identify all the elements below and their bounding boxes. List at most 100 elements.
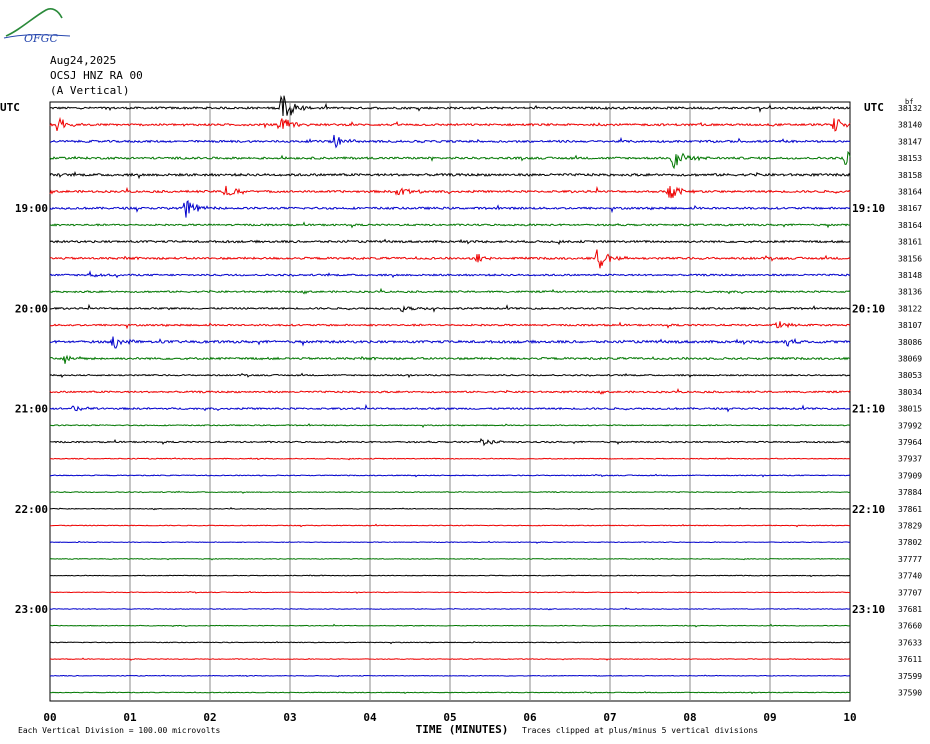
- trace-value-label: 37802: [898, 538, 922, 547]
- x-tick-label: 07: [603, 711, 616, 724]
- trace-7: [49, 221, 851, 229]
- trace-value-label: 38069: [898, 355, 922, 364]
- left-utc-header: UTC: [0, 101, 20, 114]
- trace-21: [49, 457, 851, 461]
- x-tick-label: 05: [443, 711, 456, 724]
- trace-value-label: 37992: [898, 421, 922, 430]
- right-column-header: bf: [905, 98, 913, 106]
- trace-30: [49, 607, 851, 611]
- trace-27: [49, 557, 850, 561]
- trace-24: [49, 506, 850, 511]
- trace-value-label: 37599: [898, 672, 922, 681]
- left-hour-label: 19:00: [15, 202, 48, 215]
- trace-value-label: 38156: [898, 254, 922, 263]
- recording-date: Aug24,2025: [50, 54, 117, 67]
- trace-10: [49, 270, 851, 279]
- trace-13: [49, 321, 851, 330]
- trace-5: [49, 185, 851, 199]
- trace-value-label: 38132: [898, 104, 922, 113]
- trace-26: [49, 540, 851, 544]
- station-channel: OCSJ HNZ RA 00: [50, 69, 143, 82]
- left-hour-label: 23:00: [15, 603, 48, 616]
- x-tick-label: 08: [683, 711, 696, 724]
- trace-value-label: 38122: [898, 304, 922, 313]
- trace-12: [49, 303, 851, 313]
- trace-value-label: 37861: [898, 505, 922, 514]
- right-hour-label: 22:10: [852, 503, 885, 516]
- trace-value-label: 37590: [898, 689, 922, 698]
- trace-0: [50, 95, 851, 117]
- trace-23: [49, 490, 851, 494]
- trace-value-label: 38167: [898, 204, 922, 213]
- component-label: (A Vertical): [50, 84, 130, 97]
- x-tick-label: 00: [43, 711, 56, 724]
- trace-value-label: 38164: [898, 221, 922, 230]
- trace-value-label: 37681: [898, 605, 922, 614]
- trace-28: [49, 574, 851, 578]
- trace-value-label: 38148: [898, 271, 922, 280]
- trace-value-label: 37829: [898, 522, 922, 531]
- trace-33: [49, 657, 851, 661]
- trace-value-label: 37964: [898, 438, 922, 447]
- right-hour-label: 20:10: [852, 302, 885, 315]
- trace-8: [49, 238, 851, 246]
- left-hour-label: 21:00: [15, 403, 48, 416]
- trace-29: [49, 590, 850, 594]
- trace-value-label: 38034: [898, 388, 922, 397]
- trace-14: [49, 336, 851, 349]
- trace-value-label: 38136: [898, 288, 922, 297]
- right-hour-label: 19:10: [852, 202, 885, 215]
- x-axis-title: TIME (MINUTES): [416, 723, 509, 736]
- right-hour-label: 23:10: [852, 603, 885, 616]
- x-tick-label: 06: [523, 711, 537, 724]
- trace-1: [49, 116, 851, 132]
- trace-value-label: 38158: [898, 171, 922, 180]
- trace-value-label: 37909: [898, 471, 922, 480]
- trace-value-label: 37777: [898, 555, 922, 564]
- trace-9: [49, 249, 851, 269]
- trace-34: [50, 674, 851, 678]
- trace-11: [49, 287, 851, 295]
- trace-6: [49, 199, 851, 218]
- left-hour-label: 20:00: [15, 302, 48, 315]
- trace-value-label: 38015: [898, 405, 922, 414]
- trace-value-label: 37740: [898, 572, 922, 581]
- trace-value-label: 37884: [898, 488, 922, 497]
- trace-value-label: 38140: [898, 121, 922, 130]
- trace-31: [49, 623, 851, 628]
- trace-15: [49, 354, 851, 364]
- trace-35: [50, 691, 851, 695]
- trace-value-label: 38153: [898, 154, 922, 163]
- footer-clip-note: Traces clipped at plus/minus 5 vertical …: [522, 726, 758, 735]
- trace-value-label: 38164: [898, 188, 922, 197]
- trace-22: [49, 473, 851, 478]
- observatory-logo: OFGC: [3, 8, 71, 44]
- x-tick-label: 10: [843, 711, 856, 724]
- trace-value-label: 38147: [898, 137, 922, 146]
- trace-value-label: 37937: [898, 455, 922, 464]
- right-hour-label: 21:10: [852, 403, 885, 416]
- trace-value-label: 37633: [898, 638, 922, 647]
- trace-value-label: 37660: [898, 622, 922, 631]
- trace-value-label: 38107: [898, 321, 922, 330]
- x-tick-label: 03: [283, 711, 296, 724]
- trace-value-label: 37707: [898, 588, 922, 597]
- footer-scale-note: Each Vertical Division = 100.00 microvol…: [18, 726, 220, 735]
- trace-3: [49, 150, 851, 170]
- trace-value-label: 38161: [898, 238, 922, 247]
- trace-18: [49, 403, 851, 413]
- trace-value-label: 37611: [898, 655, 922, 664]
- trace-19: [49, 423, 851, 428]
- trace-32: [49, 640, 851, 645]
- trace-4: [49, 170, 851, 180]
- logo-text: OFGC: [24, 32, 58, 44]
- trace-25: [49, 523, 851, 528]
- x-tick-label: 09: [763, 711, 776, 724]
- left-hour-label: 22:00: [15, 503, 48, 516]
- trace-value-label: 38086: [898, 338, 922, 347]
- right-utc-header: UTC: [864, 101, 884, 114]
- trace-value-label: 38053: [898, 371, 922, 380]
- trace-17: [49, 388, 851, 395]
